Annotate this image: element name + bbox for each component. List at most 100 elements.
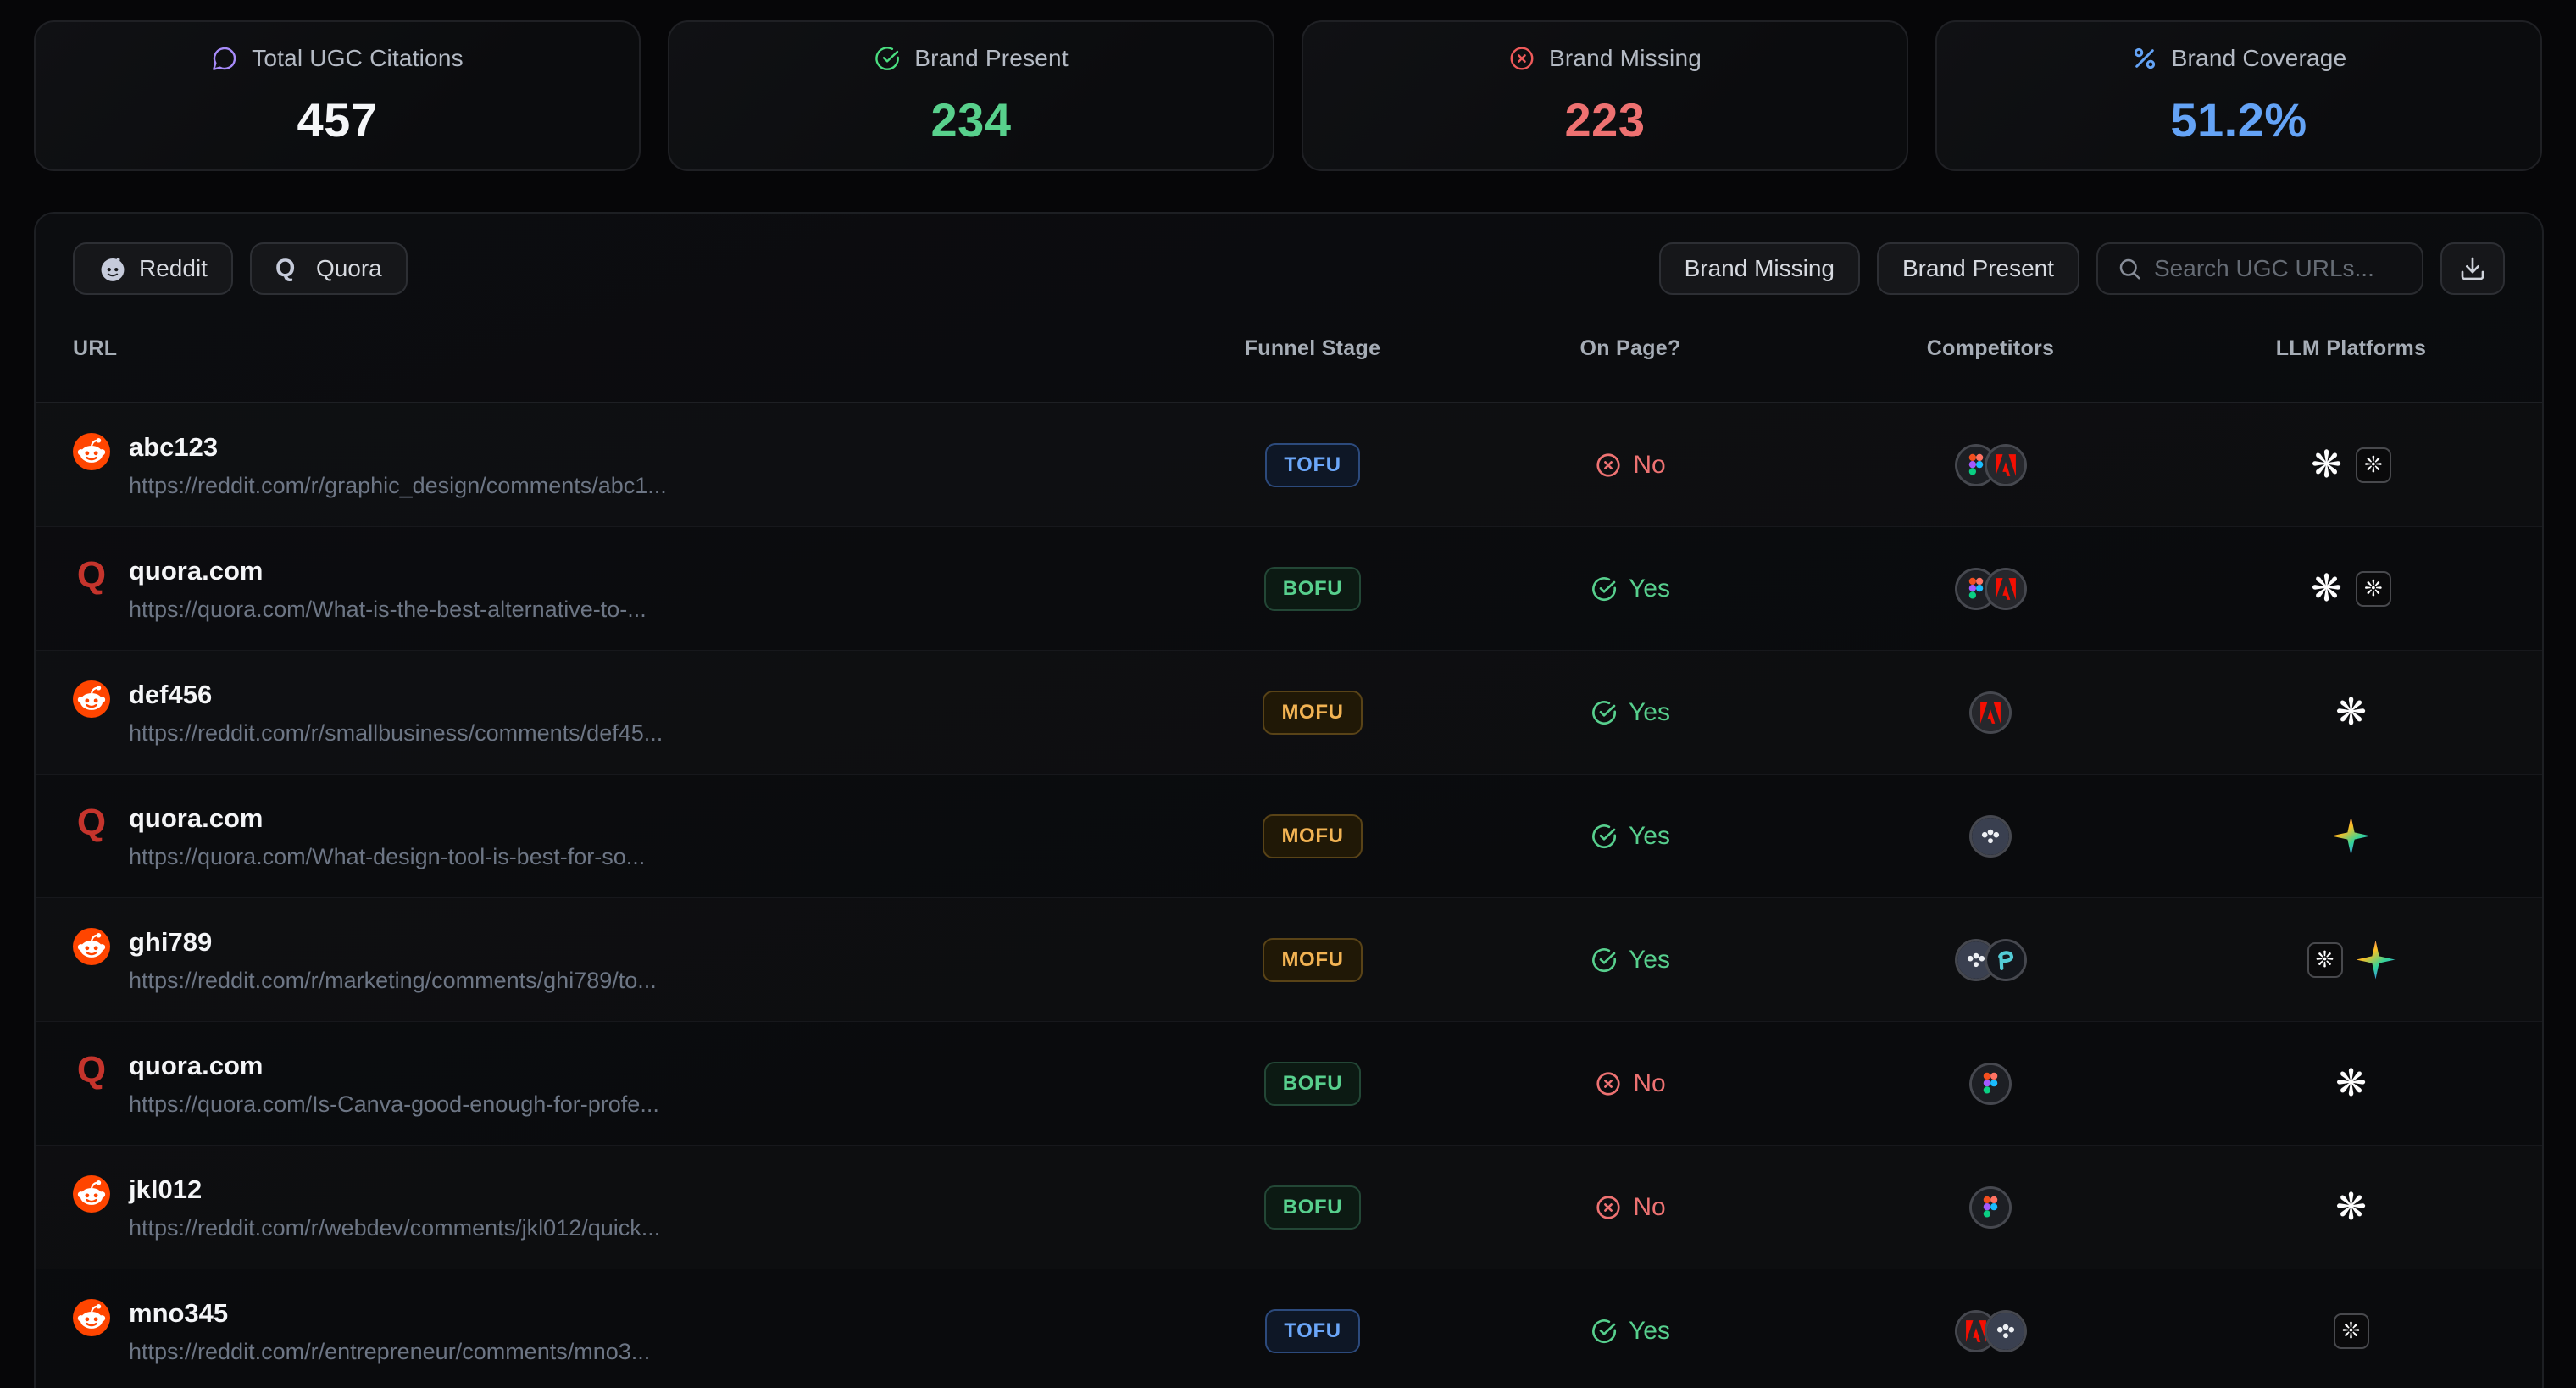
funnel-stage-badge: BOFU (1263, 1061, 1362, 1106)
stat-label: Brand Present (914, 44, 1069, 71)
table-header: URL Funnel Stage On Page? Competitors LL… (36, 295, 2542, 403)
on-page-status: Yes (1591, 1317, 1670, 1346)
reddit-avatar-icon (73, 1298, 110, 1336)
status-icon (1591, 699, 1618, 726)
stat-value: 457 (297, 92, 378, 147)
on-page-status: No (1595, 1192, 1666, 1222)
search-icon (2117, 256, 2142, 281)
column-header-on-page: On Page? (1579, 336, 1681, 360)
row-title: jkl012 (129, 1174, 203, 1204)
status-icon (1595, 1070, 1622, 1097)
funnel-stage-badge: MOFU (1263, 690, 1363, 735)
llm-platform-icons (2160, 816, 2542, 856)
status-icon (1591, 575, 1618, 602)
llm-platform-icons: ❊ (2160, 1313, 2542, 1349)
penpot-logo-icon (1986, 941, 2024, 979)
row-url: https://quora.com/Is-Canva-good-enough-f… (129, 1091, 659, 1117)
gemini-icon (2356, 940, 2396, 980)
competitor-icons (1821, 569, 2160, 608)
filter-reddit-label: Reddit (139, 255, 208, 281)
adobe-logo-icon (1972, 693, 2009, 731)
table-body: abc123 https://reddit.com/r/graphic_desi… (36, 403, 2542, 1388)
row-title: ghi789 (129, 926, 213, 957)
on-page-status: Yes (1591, 575, 1670, 603)
chatgpt-icon: ❋ (2311, 442, 2342, 486)
table-row[interactable]: Q quora.com https://quora.com/What-desig… (36, 775, 2542, 898)
llm-platform-icons: ❋ (2160, 1061, 2542, 1105)
on-page-status: Yes (1591, 822, 1670, 851)
stat-label: Brand Coverage (2171, 44, 2347, 71)
competitor-icons (1821, 446, 2160, 484)
filter-quora-button[interactable]: Q Quora (249, 242, 408, 295)
figma-logo-icon (1972, 1064, 2009, 1102)
reddit-icon (98, 254, 127, 283)
gemini-icon (2331, 816, 2371, 856)
row-title: mno345 (129, 1297, 229, 1328)
table-row[interactable]: Q quora.com https://quora.com/What-is-th… (36, 527, 2542, 651)
table-row[interactable]: ghi789 https://reddit.com/r/marketing/co… (36, 898, 2542, 1022)
on-page-status: Yes (1591, 698, 1670, 727)
adobe-logo-icon (1986, 446, 2024, 484)
llm-platform-icons: ❋ ❊ (2160, 569, 2542, 608)
competitor-icons (1821, 1064, 2160, 1102)
row-title: abc123 (129, 431, 219, 462)
adobe-logo-icon (1986, 569, 2024, 608)
sketch-logo-icon (1957, 941, 1995, 979)
brand-missing-button[interactable]: Brand Missing (1658, 242, 1860, 295)
column-header-llm-platforms: LLM Platforms (2275, 336, 2427, 360)
table-row[interactable]: def456 https://reddit.com/r/smallbusines… (36, 651, 2542, 775)
row-url: https://reddit.com/r/smallbusiness/comme… (129, 719, 663, 746)
search-box[interactable] (2096, 242, 2423, 295)
x-circle-icon (1508, 45, 1535, 72)
table-row[interactable]: Q quora.com https://quora.com/Is-Canva-g… (36, 1022, 2542, 1146)
row-title: quora.com (129, 1050, 264, 1080)
filter-reddit-button[interactable]: Reddit (73, 242, 233, 295)
reddit-avatar-icon (73, 1174, 110, 1213)
table-toolbar: Reddit Q Quora Brand Missing Brand Prese… (36, 214, 2542, 295)
competitor-icons (1821, 1188, 2160, 1226)
download-icon (2459, 255, 2486, 282)
llm-platform-icons: ❋ ❊ (2160, 442, 2542, 486)
row-title: quora.com (129, 802, 264, 833)
funnel-stage-badge: BOFU (1263, 1185, 1362, 1230)
figma-logo-icon (1972, 1188, 2009, 1226)
chatgpt-icon: ❋ (2335, 1061, 2367, 1105)
table-row[interactable]: mno345 https://reddit.com/r/entrepreneur… (36, 1269, 2542, 1388)
reddit-avatar-icon (73, 680, 110, 718)
status-text: No (1633, 1192, 1666, 1221)
stat-card-brand-present: Brand Present 234 (668, 20, 1274, 171)
download-button[interactable] (2440, 242, 2505, 295)
row-title: quora.com (129, 555, 264, 586)
chatgpt-icon: ❋ (2335, 1185, 2367, 1229)
status-text: Yes (1629, 821, 1670, 850)
sketch-logo-icon (1986, 1312, 2024, 1350)
filter-quora-label: Quora (315, 255, 382, 281)
status-icon (1591, 947, 1618, 974)
sketch-logo-icon (1972, 817, 2009, 855)
stat-label: Total UGC Citations (252, 44, 464, 71)
stats-row: Total UGC Citations 457 Brand Present 23… (0, 0, 2576, 171)
competitor-icons (1821, 1312, 2160, 1350)
status-text: Yes (1629, 697, 1670, 726)
on-page-status: No (1595, 450, 1666, 480)
status-icon (1595, 1194, 1622, 1221)
brand-present-button[interactable]: Brand Present (1877, 242, 2079, 295)
column-header-funnel-stage: Funnel Stage (1244, 336, 1381, 360)
percent-icon (2131, 45, 2158, 72)
funnel-stage-badge: TOFU (1265, 1308, 1360, 1353)
on-page-status: Yes (1591, 946, 1670, 974)
row-url: https://reddit.com/r/webdev/comments/jkl… (129, 1214, 661, 1241)
status-icon (1591, 1318, 1618, 1345)
search-input[interactable] (2154, 255, 2403, 282)
funnel-stage-badge: MOFU (1263, 813, 1363, 858)
claude-icon: ❊ (2355, 570, 2391, 607)
table-row[interactable]: jkl012 https://reddit.com/r/webdev/comme… (36, 1146, 2542, 1269)
row-url: https://reddit.com/r/entrepreneur/commen… (129, 1338, 651, 1364)
figma-logo-icon (1957, 569, 1995, 608)
brand-present-label: Brand Present (1902, 255, 2054, 281)
claude-icon: ❊ (2355, 447, 2391, 483)
table-row[interactable]: abc123 https://reddit.com/r/graphic_desi… (36, 403, 2542, 527)
row-url: https://reddit.com/r/marketing/comments/… (129, 967, 657, 993)
status-text: Yes (1629, 1316, 1670, 1345)
status-text: No (1633, 450, 1666, 479)
